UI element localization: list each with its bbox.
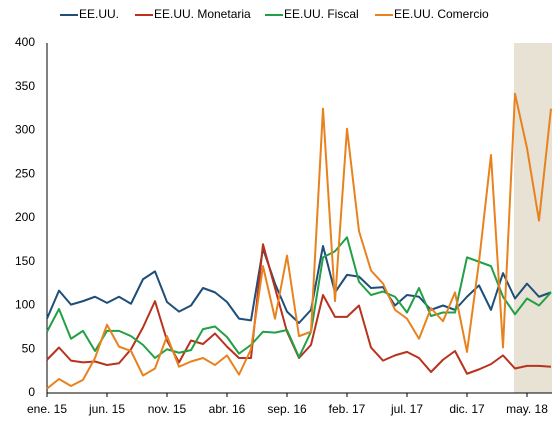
x-tick-label: nov. 15 [148,402,187,416]
y-tick-label: 400 [15,35,35,49]
legend-label: EE.UU. Comercio [394,7,489,21]
x-tick-label: abr. 16 [209,402,246,416]
y-tick-label: 0 [28,385,35,399]
legend-label: EE.UU. Monetaria [154,7,251,21]
x-tick-label: feb. 17 [329,402,366,416]
x-tick-label: jun. 15 [88,402,125,416]
y-tick-label: 350 [15,79,35,93]
y-tick-label: 200 [15,210,35,224]
shaded-period [514,43,552,393]
x-tick-label: ene. 15 [27,402,67,416]
x-tick-label: sep. 16 [267,402,307,416]
series-line [46,245,552,324]
legend-label: EE.UU. Fiscal [284,7,359,21]
y-tick-label: 300 [15,123,35,137]
series-line [46,92,552,390]
x-tick-label: jul. 17 [390,402,423,416]
y-tick-label: 150 [15,254,35,268]
y-tick-label: 250 [15,166,35,180]
y-tick-label: 50 [22,341,36,355]
series-line [46,243,552,375]
legend-label: EE.UU. [79,7,119,21]
series-line [46,236,552,359]
y-tick-label: 100 [15,298,35,312]
x-tick-label: may. 18 [506,402,548,416]
x-tick-label: dic. 17 [449,402,485,416]
